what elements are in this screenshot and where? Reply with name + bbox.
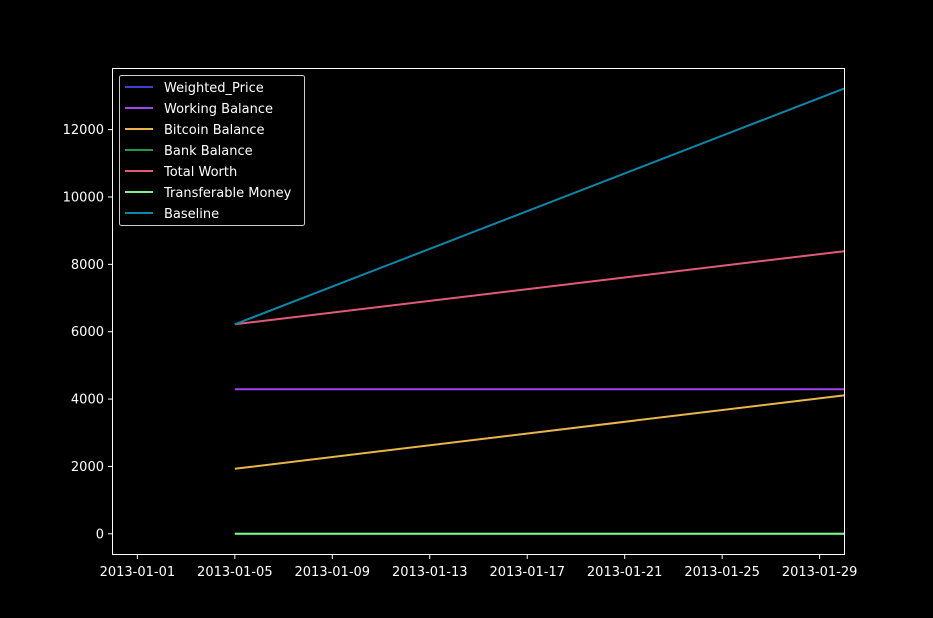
legend-label-6: Baseline xyxy=(164,207,219,222)
legend-label-5: Transferable Money xyxy=(163,186,292,201)
series-line-4 xyxy=(234,250,845,326)
legend-label-4: Total Worth xyxy=(163,165,237,180)
x-tick-label-2: 2013-01-09 xyxy=(295,565,371,580)
x-tick-label-4: 2013-01-17 xyxy=(489,565,565,580)
x-tick-label-6: 2013-01-25 xyxy=(684,565,760,580)
series-line-2 xyxy=(234,394,845,470)
y-tick-label-3: 6000 xyxy=(71,325,104,340)
y-axis: 0 2000 4000 6000 8000 10000 12000 xyxy=(63,123,113,542)
x-tick-label-0: 2013-01-01 xyxy=(100,565,176,580)
legend: Weighted_Price Working Balance Bitcoin Bal… xyxy=(119,75,305,226)
y-tick-label-0: 0 xyxy=(96,527,104,542)
plot-frame xyxy=(112,68,845,555)
series-line-6 xyxy=(234,87,845,326)
legend-label-1: Working Balance xyxy=(164,102,273,117)
x-tick-label-3: 2013-01-13 xyxy=(392,565,468,580)
x-tick-label-1: 2013-01-05 xyxy=(197,565,273,580)
x-axis: 2013-01-01 2013-01-05 2013-01-09 2013-01-13… xyxy=(100,554,858,580)
legend-label-3: Bank Balance xyxy=(164,144,253,159)
legend-label-0: Weighted_Price xyxy=(164,81,264,96)
y-tick-label-6: 12000 xyxy=(63,123,104,138)
y-tick-label-5: 10000 xyxy=(63,190,104,205)
y-tick-label-2: 4000 xyxy=(71,393,104,408)
y-tick-label-4: 8000 xyxy=(71,258,104,273)
y-tick-label-1: 2000 xyxy=(71,460,104,475)
x-tick-label-5: 2013-01-21 xyxy=(587,565,663,580)
legend-box xyxy=(119,75,305,226)
series-layer xyxy=(234,87,845,535)
x-tick-label-7: 2013-01-29 xyxy=(782,565,858,580)
legend-label-2: Bitcoin Balance xyxy=(164,123,265,138)
